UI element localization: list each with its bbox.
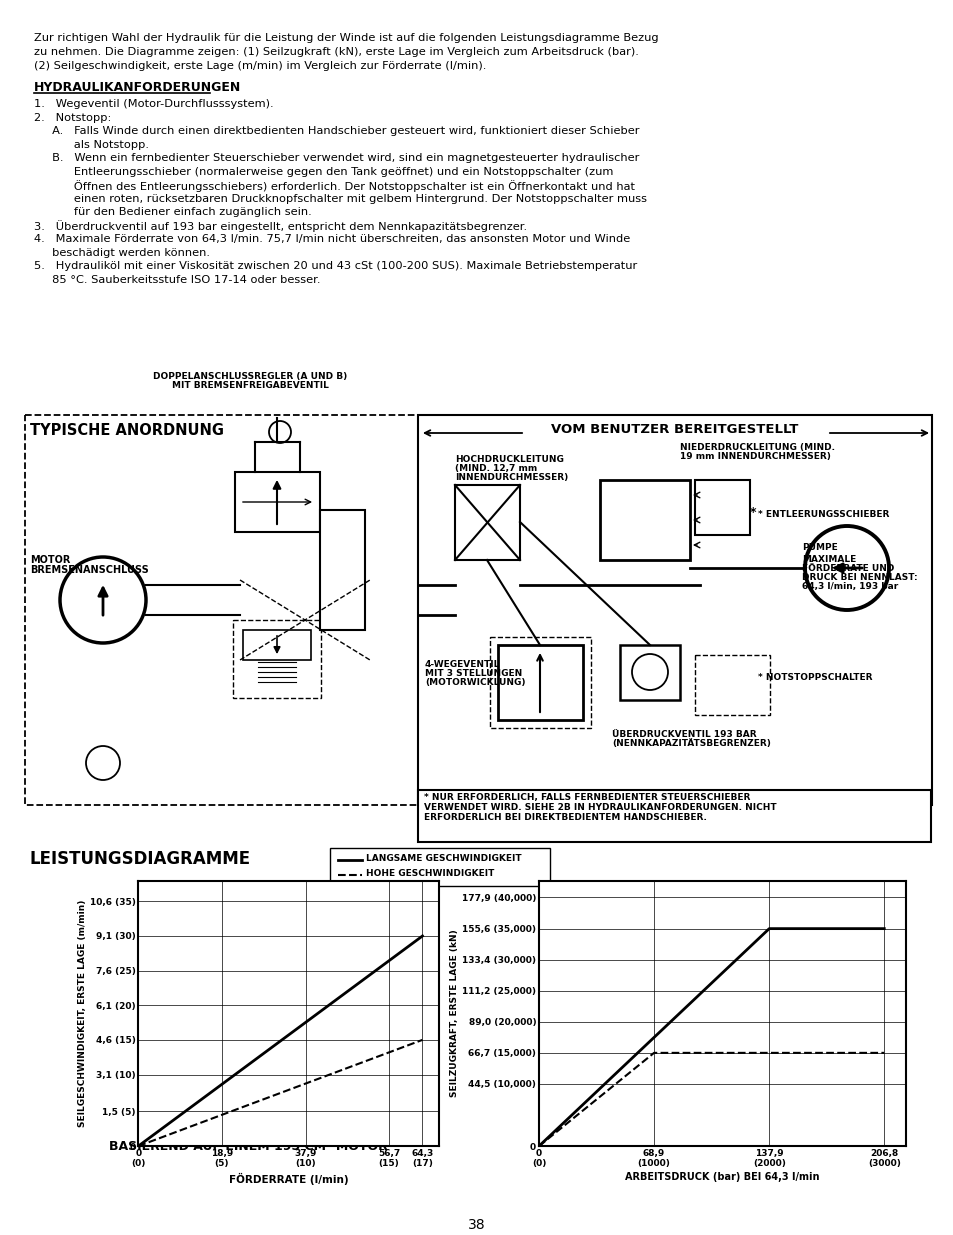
Text: einen roten, rücksetzbaren Druckknopfschalter mit gelbem Hintergrund. Der Notsto: einen roten, rücksetzbaren Druckknopfsch… xyxy=(34,194,646,204)
Text: INNENDURCHMESSER): INNENDURCHMESSER) xyxy=(455,473,568,482)
Text: 4-WEGEVENTIL: 4-WEGEVENTIL xyxy=(424,659,500,669)
Text: HYDRAULIKANFORDERUNGEN: HYDRAULIKANFORDERUNGEN xyxy=(34,82,241,94)
Text: MAXIMALE: MAXIMALE xyxy=(801,555,856,564)
Bar xyxy=(319,510,365,630)
Text: BASIEREND AUF EINEM 195 CM³ MOTOR: BASIEREND AUF EINEM 195 CM³ MOTOR xyxy=(109,1140,387,1153)
Text: HOCHDRUCKLEITUNG: HOCHDRUCKLEITUNG xyxy=(455,454,563,464)
Bar xyxy=(695,480,749,535)
Text: LANGSAME GESCHWINDIGKEIT: LANGSAME GESCHWINDIGKEIT xyxy=(366,853,521,863)
Text: beschädigt werden können.: beschädigt werden können. xyxy=(34,247,210,258)
Bar xyxy=(695,655,769,715)
Text: MIT 3 STELLUNGEN: MIT 3 STELLUNGEN xyxy=(424,669,521,678)
Circle shape xyxy=(269,421,291,443)
Text: als Notstopp.: als Notstopp. xyxy=(34,140,149,149)
X-axis label: ARBEITSDRUCK (bar) BEI 64,3 l/min: ARBEITSDRUCK (bar) BEI 64,3 l/min xyxy=(625,1172,819,1182)
Text: (MOTORWICKLUNG): (MOTORWICKLUNG) xyxy=(424,678,525,687)
Text: für den Bediener einfach zugänglich sein.: für den Bediener einfach zugänglich sein… xyxy=(34,207,312,217)
Text: BREMSENANSCHLUSS: BREMSENANSCHLUSS xyxy=(30,564,149,576)
X-axis label: FÖRDERRATE (l/min): FÖRDERRATE (l/min) xyxy=(229,1172,348,1184)
Bar xyxy=(497,645,582,720)
Bar xyxy=(619,645,679,700)
Text: 4.   Maximale Förderrate von 64,3 l/min. 75,7 l/min nicht überschreiten, das ans: 4. Maximale Förderrate von 64,3 l/min. 7… xyxy=(34,233,630,245)
Text: LEISTUNGSDIAGRAMME: LEISTUNGSDIAGRAMME xyxy=(30,850,251,868)
Text: ÜBERDRUCKVENTIL 193 BAR: ÜBERDRUCKVENTIL 193 BAR xyxy=(612,730,756,739)
Bar xyxy=(455,485,519,559)
Text: 5.   Hydrauliköl mit einer Viskosität zwischen 20 und 43 cSt (100-200 SUS). Maxi: 5. Hydrauliköl mit einer Viskosität zwis… xyxy=(34,261,637,270)
Y-axis label: SEILZUGKRAFT, ERSTE LAGE (kN): SEILZUGKRAFT, ERSTE LAGE (kN) xyxy=(450,930,458,1097)
Text: *: * xyxy=(749,506,756,519)
Text: DRUCK BEI NENNLAST:: DRUCK BEI NENNLAST: xyxy=(801,573,917,582)
Text: VERWENDET WIRD. SIEHE 2B IN HYDRAULIKANFORDERUNGEN. NICHT: VERWENDET WIRD. SIEHE 2B IN HYDRAULIKANF… xyxy=(423,803,776,811)
Bar xyxy=(25,415,417,805)
Text: 85 °C. Sauberkeitsstufe ISO 17-14 oder besser.: 85 °C. Sauberkeitsstufe ISO 17-14 oder b… xyxy=(34,274,320,284)
Circle shape xyxy=(60,557,146,643)
Bar xyxy=(233,620,320,698)
Text: (2) Seilgeschwindigkeit, erste Lage (m/min) im Vergleich zur Förderrate (l/min).: (2) Seilgeschwindigkeit, erste Lage (m/m… xyxy=(34,61,486,70)
Text: 19 mm INNENDURCHMESSER): 19 mm INNENDURCHMESSER) xyxy=(679,452,830,461)
Text: * NOTSTOPPSCHALTER: * NOTSTOPPSCHALTER xyxy=(758,673,872,682)
Circle shape xyxy=(804,526,888,610)
Text: * NUR ERFORDERLICH, FALLS FERNBEDIENTER STEUERSCHIEBER: * NUR ERFORDERLICH, FALLS FERNBEDIENTER … xyxy=(423,793,750,802)
Text: 2.   Notstopp:: 2. Notstopp: xyxy=(34,112,112,122)
Text: B.   Wenn ein fernbedienter Steuerschieber verwendet wird, sind ein magnetgesteu: B. Wenn ein fernbedienter Steuerschieber… xyxy=(34,153,639,163)
Text: Zur richtigen Wahl der Hydraulik für die Leistung der Winde ist auf die folgende: Zur richtigen Wahl der Hydraulik für die… xyxy=(34,33,658,43)
Bar xyxy=(417,415,931,805)
Text: ERFORDERLICH BEI DIREKTBEDIENTEM HANDSCHIEBER.: ERFORDERLICH BEI DIREKTBEDIENTEM HANDSCH… xyxy=(423,813,706,823)
Text: DOPPELANSCHLUSSREGLER (A UND B): DOPPELANSCHLUSSREGLER (A UND B) xyxy=(152,372,347,382)
Text: NIEDERDRUCKLEITUNG (MIND.: NIEDERDRUCKLEITUNG (MIND. xyxy=(679,443,834,452)
Text: MOTOR: MOTOR xyxy=(30,555,71,564)
Text: 64,3 l/min, 193 bar: 64,3 l/min, 193 bar xyxy=(801,582,898,592)
Bar xyxy=(330,848,550,885)
Text: Entleerungsschieber (normalerweise gegen den Tank geöffnet) und ein Notstoppscha: Entleerungsschieber (normalerweise gegen… xyxy=(34,167,613,177)
Text: Öffnen des Entleerungsschiebers) erforderlich. Der Notstoppschalter ist ein Öffn: Öffnen des Entleerungsschiebers) erforde… xyxy=(34,180,635,191)
Bar xyxy=(599,480,689,559)
Y-axis label: SEILGESCHWINDIGKEIT, ERSTE LAGE (m/min): SEILGESCHWINDIGKEIT, ERSTE LAGE (m/min) xyxy=(78,899,87,1128)
Text: 3.   Überdruckventil auf 193 bar eingestellt, entspricht dem Nennkapazitätsbegre: 3. Überdruckventil auf 193 bar eingestel… xyxy=(34,221,527,232)
Circle shape xyxy=(86,746,120,781)
Bar xyxy=(417,790,930,842)
Bar xyxy=(234,472,319,532)
Text: * ENTLEERUNGSSCHIEBER: * ENTLEERUNGSSCHIEBER xyxy=(758,510,888,519)
Bar xyxy=(243,630,311,659)
Text: (NENNKAPAZITÄTSBEGRENZER): (NENNKAPAZITÄTSBEGRENZER) xyxy=(612,739,770,748)
Text: 1.   Wegeventil (Motor-Durchflusssystem).: 1. Wegeventil (Motor-Durchflusssystem). xyxy=(34,99,274,109)
Text: TYPISCHE ANORDNUNG: TYPISCHE ANORDNUNG xyxy=(30,424,224,438)
Text: PUMPE: PUMPE xyxy=(801,543,837,552)
Text: zu nehmen. Die Diagramme zeigen: (1) Seilzugkraft (kN), erste Lage im Vergleich : zu nehmen. Die Diagramme zeigen: (1) Sei… xyxy=(34,47,639,57)
Text: (MIND. 12,7 mm: (MIND. 12,7 mm xyxy=(455,464,537,473)
Text: A.   Falls Winde durch einen direktbedienten Handschieber gesteuert wird, funkti: A. Falls Winde durch einen direktbedient… xyxy=(34,126,639,136)
Bar xyxy=(490,637,590,727)
Text: MIT BREMSENFREIGABEVENTIL: MIT BREMSENFREIGABEVENTIL xyxy=(172,382,328,390)
Text: VOM BENUTZER BEREITGESTELLT: VOM BENUTZER BEREITGESTELLT xyxy=(551,424,798,436)
Text: FÖRDERRATE UND: FÖRDERRATE UND xyxy=(801,564,893,573)
Text: HOHE GESCHWINDIGKEIT: HOHE GESCHWINDIGKEIT xyxy=(366,869,494,878)
Text: 38: 38 xyxy=(468,1218,485,1233)
